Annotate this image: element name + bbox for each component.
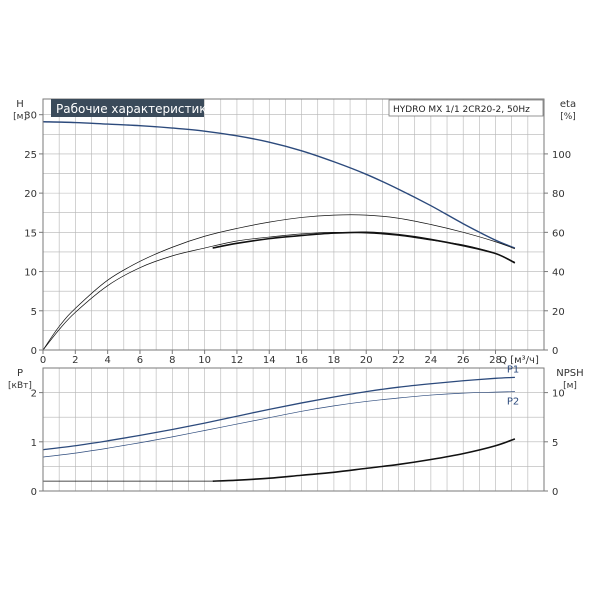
x-tick-label: 12 <box>231 355 244 366</box>
p-axis-label: P <box>17 368 23 379</box>
model-box <box>388 99 544 117</box>
model-label: HYDRO MX 1/1 2CR20-2, 50Hz <box>393 105 530 115</box>
y-tick-label: 10 <box>24 268 37 279</box>
x-tick-label: 2 <box>72 355 78 366</box>
npsh-axis-label: NPSH <box>556 368 583 379</box>
top-series-4 <box>212 231 516 264</box>
top-series-2 <box>42 214 516 351</box>
x-tick-label: 0 <box>40 355 46 366</box>
x-tick-label: 18 <box>328 355 341 366</box>
x-tick-label: 16 <box>295 355 308 366</box>
x-tick-label: 14 <box>263 355 276 366</box>
npsh-tick-label: 0 <box>552 487 558 498</box>
y-tick-label: 15 <box>24 228 37 239</box>
y2-tick-label: 60 <box>552 228 565 239</box>
y-tick-label: 30 <box>24 111 37 122</box>
x-tick-label: 22 <box>392 355 405 366</box>
p-tick-label: 0 <box>31 487 37 498</box>
eta-axis-unit: [%] <box>560 112 576 122</box>
x-axis-label: Q [м³/ч] <box>499 355 539 366</box>
y2-tick-label: 20 <box>552 307 565 318</box>
x-tick-label: 26 <box>457 355 470 366</box>
y-tick-label: 20 <box>24 189 37 200</box>
y2-tick-label: 40 <box>552 268 565 279</box>
p-tick-label: 1 <box>31 438 37 449</box>
y2-tick-label: 100 <box>552 150 571 161</box>
npsh-tick-label: 10 <box>552 389 565 400</box>
x-tick-label: 10 <box>198 355 211 366</box>
y2-tick-label: 80 <box>552 189 565 200</box>
npsh-tick-label: 5 <box>552 438 558 449</box>
h-axis-unit: [м] <box>13 112 27 122</box>
y-tick-label: 25 <box>24 150 37 161</box>
x-tick-label: 8 <box>169 355 175 366</box>
x-tick-label: 24 <box>425 355 438 366</box>
series-label-p2: P2 <box>507 397 519 408</box>
x-tick-label: 6 <box>137 355 143 366</box>
y2-tick-label: 0 <box>552 346 558 357</box>
bottom-series-4 <box>212 438 516 482</box>
x-tick-label: 28 <box>489 355 502 366</box>
eta-axis-label: eta <box>560 99 576 110</box>
x-tick-label: 4 <box>104 355 110 366</box>
plot-area-bottom <box>42 367 545 492</box>
bottom-series-p1 <box>42 376 515 451</box>
top-series-1 <box>42 121 516 249</box>
series-label-p1: P1 <box>507 364 519 375</box>
npsh-axis-unit: [м] <box>563 381 577 391</box>
chart-title-box <box>51 99 204 117</box>
plot-area-top <box>42 98 545 351</box>
p-tick-label: 2 <box>31 389 37 400</box>
chart-title: Рабочие характеристики <box>56 102 214 116</box>
y-tick-label: 0 <box>31 346 37 357</box>
y-tick-label: 5 <box>31 307 37 318</box>
x-tick-label: 20 <box>360 355 373 366</box>
h-axis-label: H <box>16 99 24 110</box>
p-axis-unit: [кВт] <box>8 381 32 391</box>
bottom-series-p2 <box>42 391 515 458</box>
